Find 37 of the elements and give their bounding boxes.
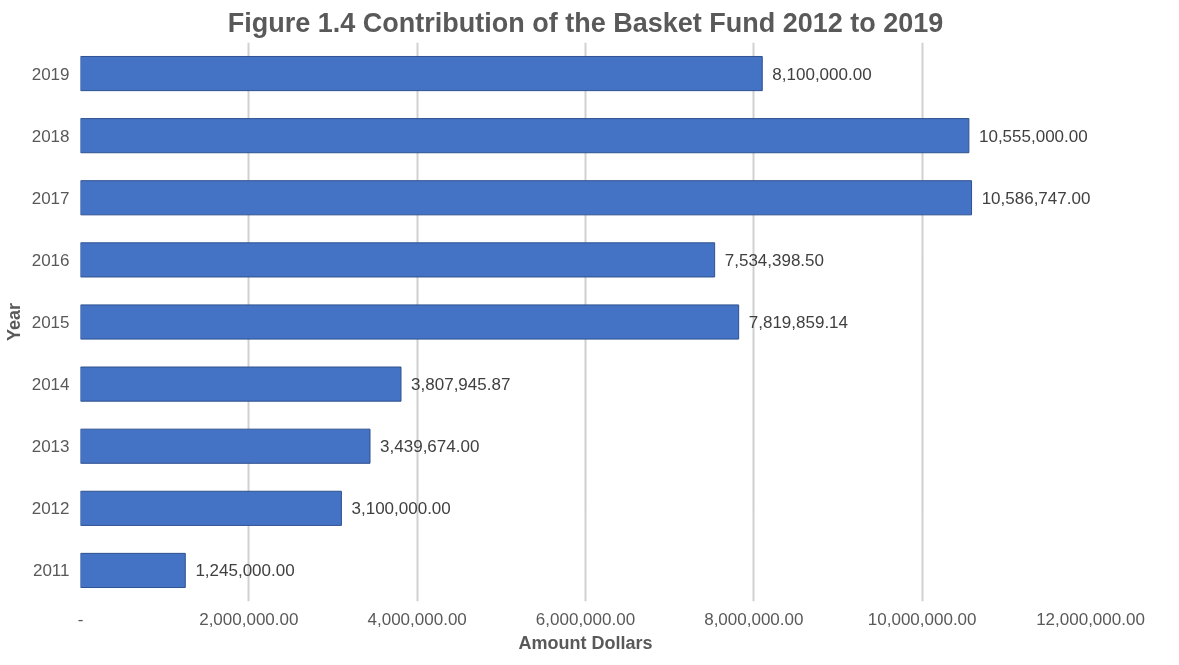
bar	[80, 428, 371, 464]
data-label: 3,807,945.87	[411, 375, 511, 395]
y-tick-label: 2012	[31, 499, 70, 519]
x-tick-label: -	[77, 609, 84, 629]
bar	[80, 118, 970, 154]
bar	[80, 304, 740, 340]
x-tick-label: 4,000,000.00	[367, 609, 467, 629]
bar	[80, 180, 973, 216]
data-label: 3,100,000.00	[351, 499, 451, 519]
bar	[80, 490, 342, 526]
bar	[80, 552, 186, 589]
bar	[80, 366, 402, 402]
y-tick-label: 2013	[31, 437, 70, 457]
y-tick-label: 2017	[31, 188, 70, 208]
y-tick-label: 2018	[31, 126, 70, 146]
chart-title: Figure 1.4 Contribution of the Basket Fund 2012 to 2019	[227, 7, 944, 38]
x-axis-title: Amount Dollars	[518, 632, 653, 653]
x-tick-label: 8,000,000.00	[704, 609, 804, 629]
y-tick-label: 2011	[32, 561, 70, 581]
bar	[80, 242, 716, 278]
bar	[80, 55, 763, 92]
x-tick-label: 2,000,000.00	[199, 609, 299, 629]
x-tick-label: 6,000,000.00	[535, 609, 636, 629]
y-axis-title: Year	[3, 302, 24, 342]
data-label: 3,439,674.00	[380, 437, 480, 457]
data-label: 1,245,000.00	[195, 561, 295, 581]
y-tick-label: 2019	[31, 64, 70, 84]
data-label: 7,534,398.50	[724, 250, 825, 270]
x-tick-label: 10,000,000.00	[867, 609, 977, 629]
data-label: 7,819,859.14	[748, 313, 849, 332]
y-tick-label: 2016	[31, 250, 70, 270]
y-tick-label: 2014	[31, 375, 70, 395]
data-label: 10,555,000.00	[978, 126, 1088, 146]
data-label: 10,586,747.00	[981, 188, 1091, 208]
x-tick-label: 12,000,000.00	[1036, 609, 1145, 629]
y-tick-label: 2015	[31, 313, 70, 332]
data-label: 8,100,000.00	[772, 64, 872, 84]
